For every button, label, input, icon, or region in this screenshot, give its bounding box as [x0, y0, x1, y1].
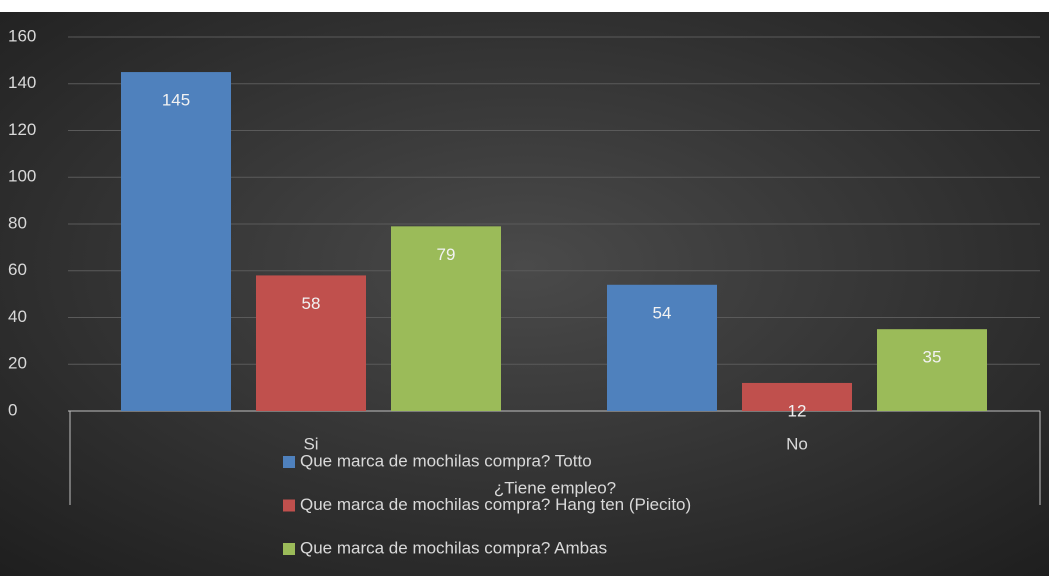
- y-tick-label: 20: [8, 354, 27, 373]
- y-tick-label: 40: [8, 307, 27, 326]
- value-label: 35: [923, 348, 942, 367]
- y-tick-label: 140: [8, 73, 36, 92]
- legend-label: Que marca de mochilas compra? Totto: [300, 451, 592, 470]
- legend-swatch: [283, 456, 295, 468]
- bar: [391, 226, 501, 411]
- legend-swatch: [283, 499, 295, 512]
- bar: [607, 284, 717, 411]
- value-label: 79: [437, 245, 456, 264]
- x-tick-label: Si: [303, 434, 318, 453]
- y-tick-label: 100: [8, 167, 36, 186]
- x-tick-label: No: [786, 434, 808, 453]
- value-label: 54: [653, 303, 672, 322]
- legend-label: Que marca de mochilas compra? Hang ten (…: [300, 495, 691, 514]
- y-tick-label: 160: [8, 26, 36, 45]
- y-tick-label: 60: [8, 260, 27, 279]
- y-tick-label: 80: [8, 213, 27, 232]
- bar: [742, 382, 852, 411]
- value-label: 12: [788, 401, 807, 420]
- legend-swatch: [283, 543, 295, 555]
- bar: [256, 275, 366, 411]
- value-label: 58: [302, 294, 321, 313]
- legend-label: Que marca de mochilas compra? Ambas: [300, 538, 607, 557]
- x-axis-label: ¿Tiene empleo?: [494, 478, 616, 497]
- y-tick-label: 120: [8, 120, 36, 139]
- bar: [877, 329, 987, 411]
- value-label: 145: [162, 91, 190, 110]
- y-tick-label: 0: [8, 400, 17, 419]
- bar: [121, 72, 231, 411]
